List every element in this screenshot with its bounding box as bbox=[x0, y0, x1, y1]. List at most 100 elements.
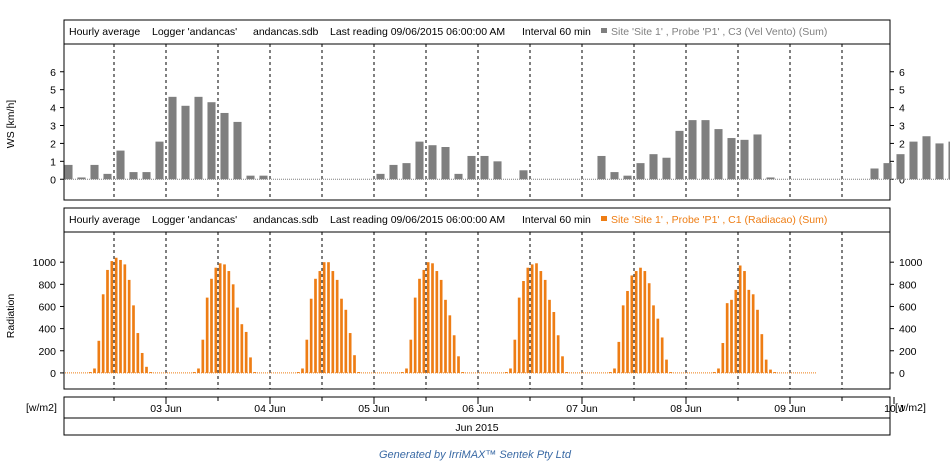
bar bbox=[712, 372, 716, 373]
bar bbox=[140, 352, 144, 373]
bar bbox=[227, 271, 231, 373]
bar bbox=[155, 141, 164, 180]
bar bbox=[730, 299, 733, 373]
y-tick-label-right: 6 bbox=[899, 67, 905, 79]
x-unit-right: [w/m2] bbox=[895, 402, 926, 414]
header-mode: Hourly average bbox=[69, 26, 140, 38]
y-tick-label: 3 bbox=[50, 121, 56, 133]
bar bbox=[348, 333, 352, 373]
bar bbox=[461, 372, 465, 373]
bar bbox=[422, 269, 426, 373]
bar bbox=[106, 269, 109, 373]
y-tick-label-right: 800 bbox=[899, 279, 917, 291]
bar bbox=[402, 163, 411, 180]
bar bbox=[630, 275, 634, 373]
bar bbox=[149, 372, 153, 373]
y-axis-2: 0 0 200 200 400 400 600 600 800 800 1000 1000 Radiat… bbox=[5, 257, 923, 380]
bar bbox=[296, 372, 300, 373]
y-tick-label-right: 3 bbox=[899, 121, 905, 133]
bar bbox=[90, 164, 99, 180]
bar bbox=[548, 299, 551, 373]
bar bbox=[253, 372, 257, 373]
bar bbox=[181, 105, 190, 180]
x-tick-label: 06 Jun bbox=[462, 403, 494, 415]
chart-panel-frame-2 bbox=[63, 207, 891, 390]
header-file: andancas.sdb bbox=[253, 214, 319, 226]
bar bbox=[734, 289, 738, 373]
bar bbox=[129, 172, 138, 180]
bar bbox=[88, 372, 92, 373]
bar bbox=[132, 305, 135, 373]
bar bbox=[119, 259, 122, 373]
bar bbox=[249, 357, 252, 373]
bar bbox=[675, 130, 684, 180]
x-tick-label: 03 Jun bbox=[150, 403, 182, 415]
bar bbox=[608, 372, 612, 373]
bar bbox=[727, 138, 736, 180]
y-tick-label: 0 bbox=[50, 174, 56, 186]
legend-swatch bbox=[601, 216, 607, 221]
bar bbox=[617, 341, 621, 373]
y-tick-label: 1000 bbox=[33, 257, 57, 269]
y-tick-label: 5 bbox=[50, 85, 56, 97]
bar bbox=[613, 368, 616, 373]
bar bbox=[467, 155, 476, 180]
bar bbox=[409, 339, 413, 373]
bar bbox=[218, 263, 222, 373]
bar bbox=[504, 372, 508, 373]
bar bbox=[643, 271, 647, 373]
bar bbox=[192, 372, 196, 373]
bar bbox=[305, 339, 309, 373]
y-axis-label: Radiation bbox=[5, 294, 17, 339]
y-tick-label: 0 bbox=[50, 368, 56, 380]
header-logger: Logger 'andancas' bbox=[152, 26, 237, 38]
bar bbox=[210, 278, 213, 373]
y-axis-label: WS [km/h] bbox=[5, 100, 17, 149]
bar bbox=[441, 147, 450, 180]
bar bbox=[740, 139, 749, 180]
header-interval: Interval 60 min bbox=[522, 26, 591, 38]
x-tick-label: 10 J bbox=[884, 403, 904, 415]
bar bbox=[145, 366, 148, 373]
bar bbox=[426, 262, 430, 373]
bar bbox=[318, 271, 322, 373]
y-tick-label-right: 5 bbox=[899, 85, 905, 97]
x-tick-label: 04 Jun bbox=[254, 403, 286, 415]
bar bbox=[948, 141, 950, 180]
bar bbox=[331, 271, 335, 373]
bar bbox=[236, 307, 239, 373]
bar bbox=[660, 337, 664, 373]
bar bbox=[556, 335, 560, 373]
bar bbox=[220, 112, 229, 180]
bar bbox=[539, 271, 543, 373]
chart-header-2: Hourly average Logger 'andancas' andancas.… bbox=[69, 214, 827, 226]
y-tick-label-right: 200 bbox=[899, 346, 917, 358]
bar bbox=[665, 359, 668, 373]
bar bbox=[435, 271, 439, 373]
bar bbox=[517, 297, 521, 373]
x-tick-label: 09 Jun bbox=[774, 403, 806, 415]
bar bbox=[652, 305, 655, 373]
bar bbox=[883, 163, 892, 180]
bar bbox=[223, 264, 226, 373]
bar bbox=[142, 172, 151, 180]
bar bbox=[452, 335, 456, 373]
y-tick-label: 1 bbox=[50, 156, 56, 168]
bar bbox=[448, 315, 452, 373]
x-axis-month-frame bbox=[63, 417, 891, 436]
y-tick-label: 4 bbox=[50, 103, 56, 115]
bar bbox=[114, 257, 118, 373]
bar bbox=[636, 163, 645, 180]
chart-header-1: Hourly average Logger 'andancas' andancas.… bbox=[69, 26, 827, 38]
bar bbox=[314, 278, 317, 373]
bar bbox=[760, 334, 764, 373]
x-tick-label: 05 Jun bbox=[358, 403, 390, 415]
bar bbox=[97, 340, 101, 373]
bar bbox=[376, 173, 385, 180]
bar bbox=[415, 141, 424, 180]
bar bbox=[656, 318, 660, 373]
legend-label: Site 'Site 1' , Probe 'P1' , C3 (Vel Ven… bbox=[611, 26, 827, 38]
bar bbox=[353, 355, 356, 373]
bar bbox=[197, 368, 200, 373]
